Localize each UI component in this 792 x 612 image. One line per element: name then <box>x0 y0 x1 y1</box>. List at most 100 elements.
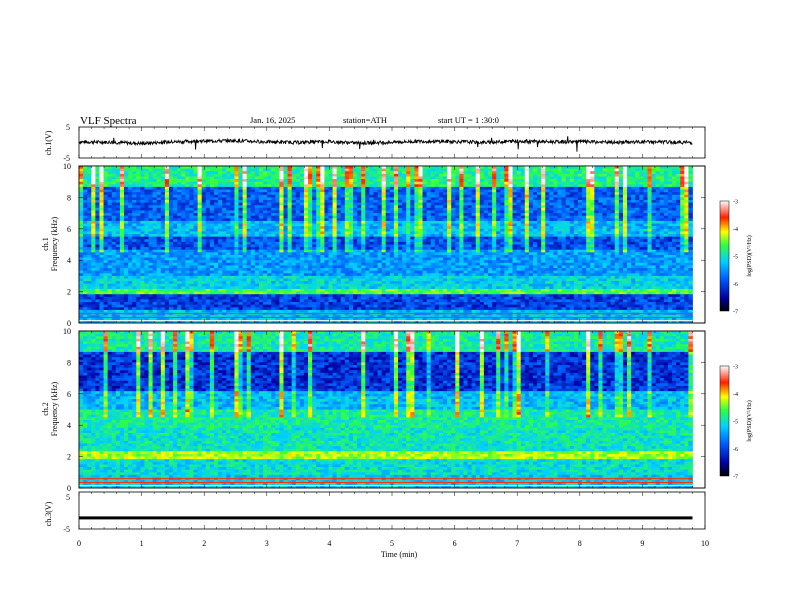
spectrogram-cell <box>565 179 571 183</box>
spectrogram-cell <box>348 166 354 170</box>
spectrogram-cell <box>647 210 652 214</box>
spectrogram-cell <box>532 244 538 248</box>
spectrogram-cell <box>492 218 497 222</box>
spectrogram-cell <box>348 218 354 222</box>
spectrogram-cell <box>381 244 387 248</box>
spectrogram-cell <box>164 189 170 193</box>
spectrogram-cell <box>688 200 693 204</box>
spectrogram-cell <box>168 173 174 177</box>
spectrogram-cell <box>434 223 440 227</box>
spectrogram-cell <box>479 171 485 175</box>
spectrogram-cell <box>209 231 215 235</box>
spectrogram-cell <box>107 228 113 232</box>
spectrogram-cell <box>577 181 583 185</box>
spectrogram-cell <box>234 244 239 248</box>
spectrogram-cell <box>291 220 297 224</box>
spectrogram-cell <box>316 200 321 204</box>
spectrogram-cell <box>238 194 243 198</box>
spectrogram-cell <box>496 192 501 196</box>
spectrogram-cell <box>573 228 579 232</box>
spectrogram-cell <box>160 247 166 251</box>
spectrogram-cell <box>340 179 346 183</box>
spectrogram-cell <box>545 197 550 201</box>
spectrogram-cell <box>95 176 100 180</box>
spectrogram-cell <box>418 228 423 232</box>
spectrogram-cell <box>459 236 464 240</box>
spectrogram-cell <box>537 200 542 204</box>
spectrogram-cell <box>524 181 530 185</box>
spectrogram-cell <box>582 213 587 217</box>
spectrogram-cell <box>258 236 264 240</box>
spectrogram-cell <box>148 186 154 190</box>
spectrogram-cell <box>447 181 452 185</box>
spectrogram-cell <box>295 202 301 206</box>
spectrogram-cell <box>156 189 162 193</box>
spectrogram-cell <box>398 184 403 188</box>
spectrogram-cell <box>622 181 628 185</box>
spectrogram-cell <box>213 189 219 193</box>
spectrogram-cell <box>377 184 383 188</box>
spectrogram-cell <box>136 218 141 222</box>
spectrogram-cell <box>398 220 403 224</box>
spectrogram-cell <box>87 179 92 183</box>
spectrogram-cell <box>508 189 513 193</box>
spectrogram-cell <box>79 220 84 224</box>
spectrogram-cell <box>455 241 460 245</box>
spectrogram-cell <box>512 226 518 230</box>
spectrogram-cell <box>455 210 460 214</box>
spectrogram-cell <box>332 173 338 177</box>
spectrogram-cell <box>357 247 362 251</box>
spectrogram-cell <box>348 223 354 227</box>
spectrogram-cell <box>242 236 248 240</box>
spectrogram-cell <box>197 226 203 230</box>
spectrogram-cell <box>230 247 235 251</box>
spectrogram-cell <box>496 197 501 201</box>
spectrogram-cell <box>508 200 513 204</box>
spectrogram-cell <box>582 210 587 214</box>
spectrogram-cell <box>230 213 235 217</box>
spectrogram-cell <box>569 166 575 170</box>
spectrogram-cell <box>573 213 579 217</box>
spectrogram-cell <box>234 197 239 201</box>
spectrogram-cell <box>512 223 518 227</box>
spectrogram-cell <box>635 189 640 193</box>
spectrogram-cell <box>328 226 333 230</box>
spectrogram-cell <box>667 186 673 190</box>
spectrogram-cell <box>463 215 468 219</box>
spectrogram-cell <box>193 231 199 235</box>
spectrogram-cell <box>173 234 178 238</box>
spectrogram-cell <box>447 173 452 177</box>
spectrogram-cell <box>451 173 456 177</box>
spectrogram-cell <box>402 184 407 188</box>
spectrogram-cell <box>537 171 542 175</box>
spectrogram-cell <box>279 197 284 201</box>
spectrogram-cell <box>299 218 305 222</box>
spectrogram-cell <box>299 202 305 206</box>
spectrogram-cell <box>606 194 612 198</box>
spectrogram-cell <box>438 207 444 211</box>
spectrogram-cell <box>369 166 374 170</box>
spectrogram-cell <box>418 171 423 175</box>
spectrogram-cell <box>230 197 235 201</box>
spectrogram-cell <box>389 241 395 245</box>
spectrogram-cell <box>631 192 636 196</box>
spectrogram-cell <box>271 181 276 185</box>
spectrogram-cell <box>381 184 387 188</box>
spectrogram-cell <box>455 207 460 211</box>
spectrogram-cell <box>487 220 493 224</box>
spectrogram-cell <box>283 247 288 251</box>
spectrogram-cell <box>430 179 436 183</box>
spectrogram-cell <box>406 197 411 201</box>
spectrogram-cell <box>291 247 297 251</box>
spectrogram-cell <box>512 210 518 214</box>
spectrogram-cell <box>316 223 321 227</box>
spectrogram-cell <box>271 184 276 188</box>
spectrogram-cell <box>87 215 92 219</box>
spectrogram-cell <box>140 200 145 204</box>
spectrogram-cell <box>320 179 325 183</box>
spectrogram-cell <box>586 171 591 175</box>
spectrogram-cell <box>528 166 534 170</box>
spectrogram-cell <box>312 181 317 185</box>
spectrogram-cell <box>140 213 145 217</box>
spectrogram-cell <box>213 168 219 172</box>
